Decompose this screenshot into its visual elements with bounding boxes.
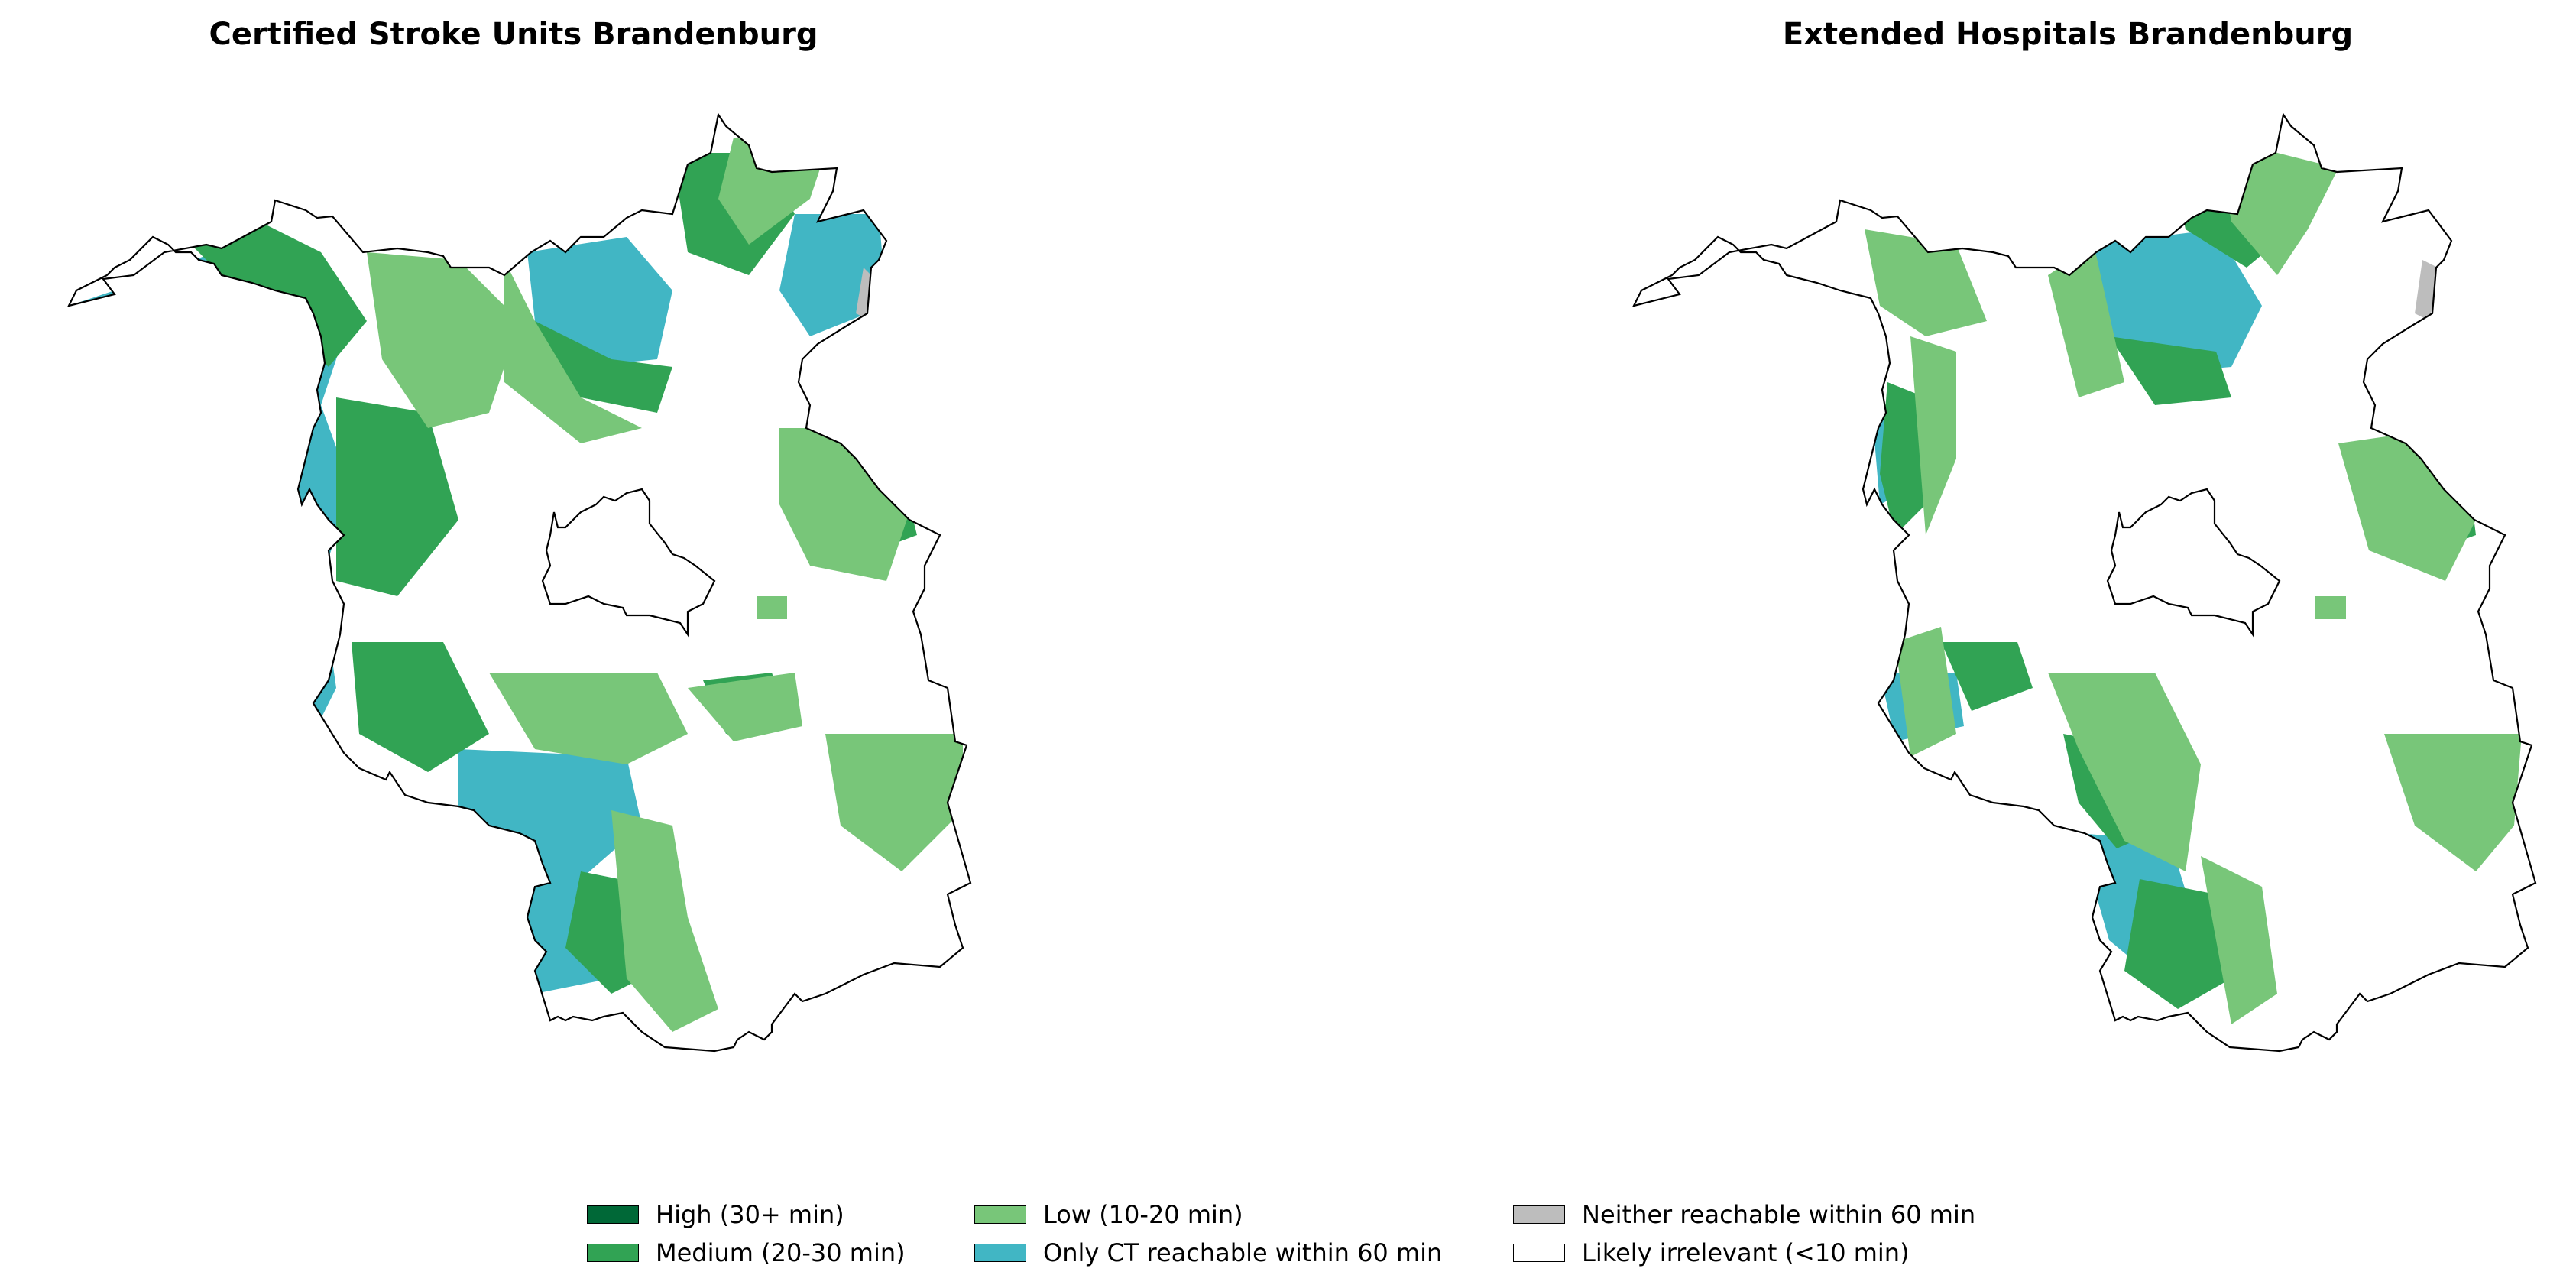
legend-label-irrelevant: Likely irrelevant (<10 min) xyxy=(1582,1238,1910,1267)
medium-region xyxy=(2124,879,2231,1009)
only-ct-region xyxy=(2094,229,2262,375)
neither-region xyxy=(2415,260,2438,321)
legend-swatch-low xyxy=(974,1205,1026,1224)
legend-label-neither: Neither reachable within 60 min xyxy=(1582,1200,1976,1229)
legend-swatch-medium xyxy=(587,1244,639,1262)
map-title-extended-hospitals: Extended Hospitals Brandenburg xyxy=(1782,17,2354,52)
low-region xyxy=(367,252,520,428)
low-region xyxy=(611,810,718,1032)
medium-region xyxy=(1941,642,2033,711)
low-region xyxy=(2048,245,2124,397)
brandenburg-outline-left xyxy=(66,112,972,1053)
legend-swatch-neither xyxy=(1513,1205,1565,1224)
legend-item-high: High (30+ min) xyxy=(587,1200,844,1229)
low-region xyxy=(1865,229,1987,336)
coverage-layer-right xyxy=(1635,138,2522,1024)
low-region xyxy=(757,596,787,619)
legend-label-high: High (30+ min) xyxy=(656,1200,844,1229)
low-region xyxy=(1910,336,1956,535)
legend: High (30+ min) Medium (20-30 min) Low (1… xyxy=(587,1200,2115,1284)
legend-item-irrelevant: Likely irrelevant (<10 min) xyxy=(1513,1238,1910,1267)
low-region xyxy=(825,734,963,871)
low-region xyxy=(2315,596,2346,619)
medium-region xyxy=(336,397,458,596)
low-region xyxy=(1895,627,1956,757)
low-region xyxy=(2048,673,2201,871)
low-region xyxy=(489,673,688,764)
maps-canvas xyxy=(66,112,2537,1053)
map-certified-stroke-units xyxy=(66,112,972,1053)
legend-label-only-ct: Only CT reachable within 60 min xyxy=(1043,1238,1443,1267)
medium-region xyxy=(2109,336,2231,405)
brandenburg-outline-right xyxy=(1631,112,2537,1053)
legend-swatch-high xyxy=(587,1205,639,1224)
legend-swatch-irrelevant xyxy=(1513,1244,1565,1262)
legend-swatch-only-ct xyxy=(974,1244,1026,1262)
low-region xyxy=(504,260,642,443)
legend-item-only-ct: Only CT reachable within 60 min xyxy=(974,1238,1442,1267)
legend-label-medium: Medium (20-30 min) xyxy=(656,1238,906,1267)
low-region xyxy=(2338,428,2491,581)
only-ct-region xyxy=(527,237,672,367)
legend-label-low: Low (10-20 min) xyxy=(1043,1200,1243,1229)
berlin-outline-left xyxy=(541,488,716,638)
only-ct-region xyxy=(1635,306,1658,321)
low-region xyxy=(688,673,802,741)
medium-region xyxy=(352,642,489,772)
low-region xyxy=(1635,321,1689,336)
legend-item-low: Low (10-20 min) xyxy=(974,1200,1243,1229)
map-extended-hospitals xyxy=(1631,112,2537,1053)
low-region xyxy=(2384,734,2522,871)
coverage-layer-left xyxy=(69,138,963,1032)
legend-item-medium: Medium (20-30 min) xyxy=(587,1238,906,1267)
berlin-outline-right xyxy=(2106,488,2281,638)
map-title-certified-stroke-units: Certified Stroke Units Brandenburg xyxy=(209,17,818,52)
low-region xyxy=(2201,856,2277,1024)
legend-item-neither: Neither reachable within 60 min xyxy=(1513,1200,1975,1229)
medium-region xyxy=(191,222,367,367)
